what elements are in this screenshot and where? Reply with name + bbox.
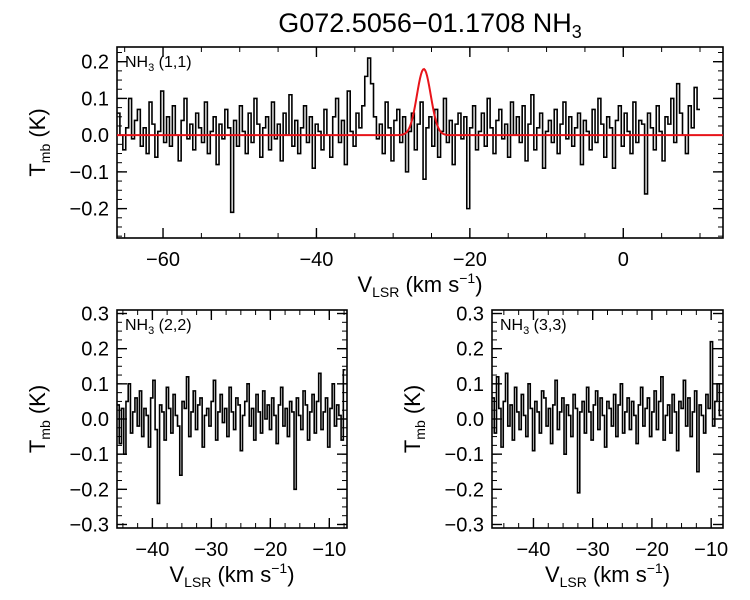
x-tick-label: −40 <box>516 539 550 561</box>
y-tick-label: 0.1 <box>81 88 109 110</box>
spectrum-panel-22: −40 −30 −20 −10 −0.3 −0.2 −0.1 0.0 0.1 0.2 0.3 NH3 … <box>25 304 348 590</box>
x-tick-label: 0 <box>618 249 629 271</box>
x-tick-label: −40 <box>135 539 169 561</box>
y-tick-label: −0.2 <box>70 479 109 501</box>
spectrum-histogram-line <box>117 57 700 214</box>
y-tick-label: −0.3 <box>70 514 109 536</box>
plot-frame <box>116 309 348 529</box>
y-tick-label: −0.1 <box>70 444 109 466</box>
panel-label: NH3 (2,2) <box>125 317 192 337</box>
x-tick-label: −60 <box>146 249 180 271</box>
spectrum-panel-11: −60 −40 −20 0 −0.2 −0.1 0.0 0.1 0.2 NH3 (1,1) VLSR… <box>25 46 724 300</box>
x-axis-label: VLSR (km s−1) <box>545 560 670 590</box>
y-tick-label: 0.3 <box>456 304 484 326</box>
plot-frame <box>116 46 724 239</box>
x-axis-label: VLSR (km s−1) <box>169 560 294 590</box>
y-tick-label: 0.2 <box>81 339 109 361</box>
x-tick-label: −10 <box>312 539 346 561</box>
x-tick-label: −30 <box>576 539 610 561</box>
x-tick-label: −30 <box>194 539 228 561</box>
y-axis-label: Tmb (K) <box>25 385 53 453</box>
spectrum-histogram-line <box>117 368 346 505</box>
x-tick-label: −40 <box>299 249 333 271</box>
x-tick-label: −20 <box>453 249 487 271</box>
y-tick-label: 0.0 <box>81 125 109 147</box>
panel-label: NH3 (1,1) <box>125 54 192 74</box>
spectrum-panel-33: −40 −30 −20 −10 −0.3 −0.2 −0.1 0.0 0.1 0.2 0.3 NH3 … <box>400 304 728 590</box>
y-tick-label: 0.3 <box>81 304 109 326</box>
y-tick-label: 0.0 <box>456 409 484 431</box>
y-tick-label: −0.1 <box>70 162 109 184</box>
chart-title-subscript: 3 <box>572 22 582 42</box>
y-tick-label: 0.2 <box>81 52 109 74</box>
spectrum-histogram-line <box>492 340 722 494</box>
y-tick-label: −0.2 <box>445 479 484 501</box>
x-axis-label: VLSR (km s−1) <box>357 270 482 300</box>
y-tick-label: 0.1 <box>456 374 484 396</box>
x-tick-label: −20 <box>635 539 669 561</box>
y-tick-label: 0.1 <box>81 374 109 396</box>
x-tick-label: −20 <box>253 539 287 561</box>
y-tick-label: −0.1 <box>445 444 484 466</box>
y-axis-label: Tmb (K) <box>400 385 428 453</box>
y-axis-label: Tmb (K) <box>25 108 53 176</box>
y-tick-label: −0.3 <box>445 514 484 536</box>
y-tick-label: 0.2 <box>456 339 484 361</box>
chart-title: G072.5056−01.1708 NH3 <box>278 8 582 42</box>
x-tick-label: −10 <box>694 539 728 561</box>
panel-label: NH3 (3,3) <box>500 317 567 337</box>
y-tick-label: −0.2 <box>70 199 109 221</box>
y-tick-label: 0.0 <box>81 409 109 431</box>
gaussian-fit-line <box>117 67 723 137</box>
